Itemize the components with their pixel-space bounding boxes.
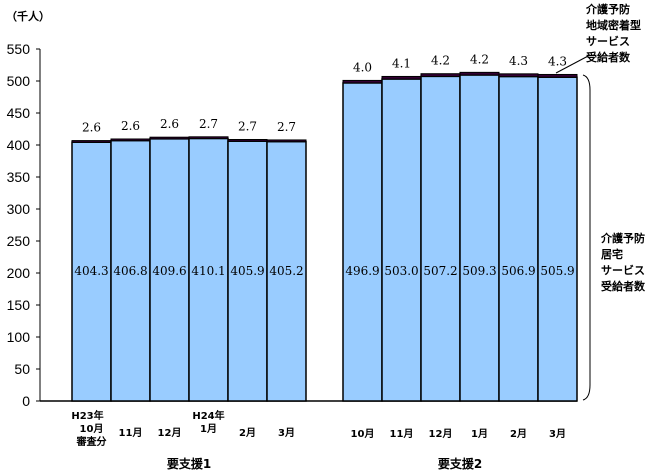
x-category-label: 11月 [390, 428, 414, 440]
series-label-community-service: サービス [586, 34, 630, 48]
series-label-home-service: サービス [601, 263, 645, 277]
bar-home-service [342, 82, 383, 402]
y-tick-label: 550 [7, 41, 31, 57]
x-category-label: 2月 [239, 427, 256, 439]
bar-home-service [381, 78, 422, 402]
series-label-home-service: 受給者数 [601, 279, 646, 293]
home-service-value-label: 507.2 [423, 264, 457, 278]
community-service-value-label: 2.7 [277, 120, 296, 134]
x-category-label: 12月 [429, 428, 453, 440]
community-service-value-label: 4.3 [509, 54, 528, 68]
bar-home-service [459, 74, 500, 402]
home-service-value-label: 509.3 [462, 264, 496, 278]
home-service-value-label: 405.9 [230, 264, 264, 278]
y-tick-label: 500 [7, 73, 31, 89]
community-service-value-label: 2.7 [199, 117, 218, 131]
community-service-value-label: 4.0 [353, 60, 372, 74]
y-tick-label: 100 [7, 329, 31, 345]
y-tick-label: 200 [7, 265, 31, 281]
home-service-value-label: 410.1 [191, 264, 225, 278]
bar-community-service [381, 75, 422, 80]
y-tick-label: 300 [7, 201, 31, 217]
community-service-value-label: 2.6 [121, 119, 140, 133]
x-category-label: H23年 [71, 409, 103, 422]
bar-community-service [227, 138, 268, 142]
community-service-value-label: 4.1 [392, 56, 411, 70]
series-label-home-service: 居宅 [601, 247, 623, 261]
series-label-community-service: 介護予防 [585, 2, 630, 16]
x-category-label: 1月 [471, 428, 488, 440]
y-tick-label: 450 [7, 105, 31, 121]
bar-community-service [110, 138, 151, 142]
community-service-value-label: 4.3 [548, 54, 567, 68]
series-label-community-service: 受給者数 [586, 50, 631, 64]
series-label-home-service: 介護予防 [600, 231, 645, 245]
bar-community-service [420, 73, 461, 77]
bar-home-service [266, 140, 307, 402]
series-label-community-service: 地域密着型 [586, 18, 641, 32]
bracket-line [582, 74, 591, 401]
y-tick-label: 150 [7, 297, 31, 313]
y-tick-label: 350 [7, 169, 31, 185]
x-category-label: 1月 [200, 423, 217, 435]
y-tick-label: 400 [7, 137, 31, 153]
bar-community-service [266, 139, 307, 143]
leader-line [555, 54, 591, 74]
community-service-value-label: 4.2 [470, 52, 489, 66]
x-category-label: 3月 [549, 428, 566, 440]
home-service-value-label: 406.8 [113, 264, 147, 278]
bar-community-service [537, 73, 578, 78]
y-tick-label: 50 [14, 361, 30, 377]
bar-community-service [71, 140, 112, 143]
group-label: 要支援2 [438, 456, 482, 471]
x-category-label: 2月 [510, 428, 527, 440]
home-service-value-label: 409.6 [152, 264, 186, 278]
bar-home-service [498, 75, 539, 402]
bar-community-service [188, 136, 229, 140]
bar-community-service [149, 136, 190, 140]
y-tick-label: 0 [22, 393, 30, 409]
x-category-label: 3月 [278, 427, 295, 439]
bar-community-service [459, 71, 500, 76]
home-service-value-label: 505.9 [540, 264, 574, 278]
x-category-label: 10月 [80, 423, 104, 435]
community-service-value-label: 2.7 [238, 119, 257, 133]
group-label: 要支援1 [167, 456, 211, 471]
home-service-value-label: 506.9 [501, 264, 535, 278]
community-service-value-label: 2.6 [82, 121, 101, 135]
bar-home-service [420, 75, 461, 402]
home-service-value-label: 405.2 [269, 264, 303, 278]
home-service-value-label: 496.9 [345, 264, 379, 278]
community-service-value-label: 2.6 [160, 117, 179, 131]
bar-home-service [537, 76, 578, 402]
y-axis-label: （千人） [6, 9, 50, 23]
bar-community-service [342, 79, 383, 84]
bar-home-service [149, 138, 190, 402]
x-category-label: H24年 [192, 409, 224, 422]
x-category-label: 11月 [119, 427, 143, 439]
community-service-value-label: 4.2 [431, 54, 450, 68]
home-service-value-label: 404.3 [74, 264, 108, 278]
x-category-label: 10月 [351, 428, 375, 440]
bar-community-service [498, 73, 539, 78]
home-service-value-label: 503.0 [384, 264, 418, 278]
x-category-label: 審査分 [76, 435, 107, 448]
x-category-label: 12月 [158, 427, 182, 439]
y-tick-label: 250 [7, 233, 31, 249]
